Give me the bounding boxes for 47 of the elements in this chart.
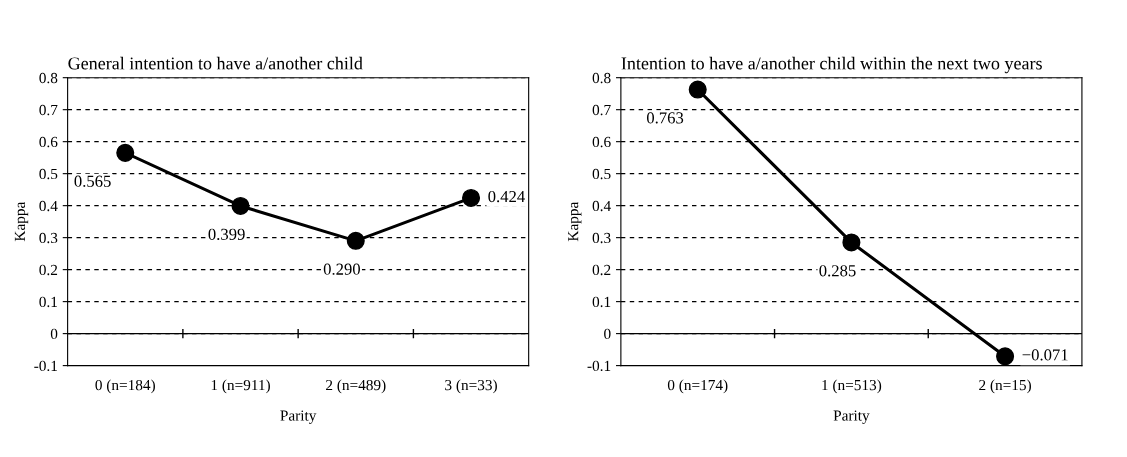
y-tick-label: 0.4 xyxy=(592,200,611,212)
point xyxy=(688,80,707,99)
y-tick-label: 0.4 xyxy=(39,200,58,212)
data-label: 0.290 xyxy=(323,263,360,275)
point xyxy=(116,143,135,162)
y-tick-label: 0.5 xyxy=(592,168,611,180)
chart-title: Intention to have a/another child within the next two years xyxy=(621,56,1042,74)
x-axis-title: Parity xyxy=(280,410,317,424)
y-tick-label: 0.8 xyxy=(39,72,58,84)
x-tick-label: 1 (n=911) xyxy=(211,379,270,394)
y-tick-label: 0.6 xyxy=(39,136,58,148)
y-tick-label: 0.2 xyxy=(39,264,58,276)
x-tick-label: 0 (n=174) xyxy=(667,379,728,394)
chart-title: General intention to have a/another child xyxy=(68,56,363,70)
point xyxy=(231,196,250,215)
y-tick-label: -0.1 xyxy=(34,360,57,372)
y-axis-title: Kappa xyxy=(568,201,582,242)
x-axis-title: Parity xyxy=(833,410,870,424)
point xyxy=(346,231,365,250)
y-tick-label: 0.7 xyxy=(592,104,611,116)
x-tick-label: 2 (n=489) xyxy=(326,379,386,394)
x-tick-label: 3 (n=33) xyxy=(445,379,497,394)
y-tick-label: 0.8 xyxy=(592,72,611,84)
y-tick-label: 0.1 xyxy=(592,296,611,308)
y-tick-label: 0 xyxy=(604,328,611,340)
y-tick-label: 0.3 xyxy=(39,232,58,244)
data-label: 0.399 xyxy=(208,228,245,240)
x-tick-label: 0 (n=184) xyxy=(95,379,155,394)
x-tick-label: 2 (n=15) xyxy=(979,379,1031,394)
point xyxy=(462,188,481,208)
data-label: 0.424 xyxy=(488,190,525,203)
y-tick-label: 0.3 xyxy=(592,232,611,244)
y-tick-label: -0.1 xyxy=(587,360,611,372)
point xyxy=(996,347,1015,366)
y-tick-label: 0.5 xyxy=(39,168,58,180)
y-tick-label: 0.1 xyxy=(39,296,57,308)
data-label: 0.763 xyxy=(646,112,684,124)
point xyxy=(842,233,861,252)
data-label: 0.285 xyxy=(819,265,856,277)
y-tick-label: 0 xyxy=(50,328,58,340)
y-tick-label: 0.6 xyxy=(592,136,611,148)
data-label: −0.071 xyxy=(1022,349,1068,361)
y-tick-label: 0.2 xyxy=(592,264,611,276)
y-tick-label: 0.7 xyxy=(39,104,58,116)
data-label: 0.565 xyxy=(74,175,111,187)
x-tick-label: 1 (n=513) xyxy=(822,379,882,394)
y-axis-title: Kappa xyxy=(14,201,29,242)
